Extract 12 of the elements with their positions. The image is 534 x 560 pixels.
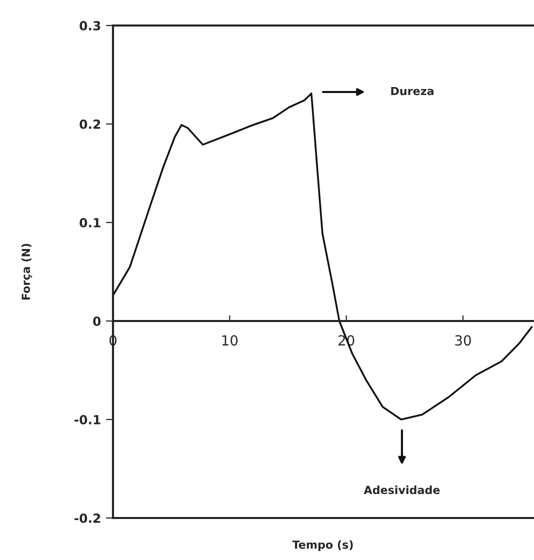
annotation: Adesividade — [364, 486, 440, 494]
x-tick-label: 10 — [222, 335, 238, 346]
x-axis-title: Tempo (s) — [292, 540, 353, 551]
y-tick-label: -0.2 — [74, 513, 100, 523]
y-axis-title: Força (N) — [21, 244, 32, 300]
y-tick-label: 0 — [93, 316, 101, 326]
y-tick-label: 0.1 — [80, 218, 100, 228]
x-tick-label: 30 — [455, 335, 471, 346]
y-tick-label: 0.2 — [80, 119, 100, 129]
y-tick-label: -0.1 — [74, 414, 100, 424]
annotation: Dureza — [391, 86, 434, 96]
y-tick-label: 0.3 — [80, 20, 100, 30]
